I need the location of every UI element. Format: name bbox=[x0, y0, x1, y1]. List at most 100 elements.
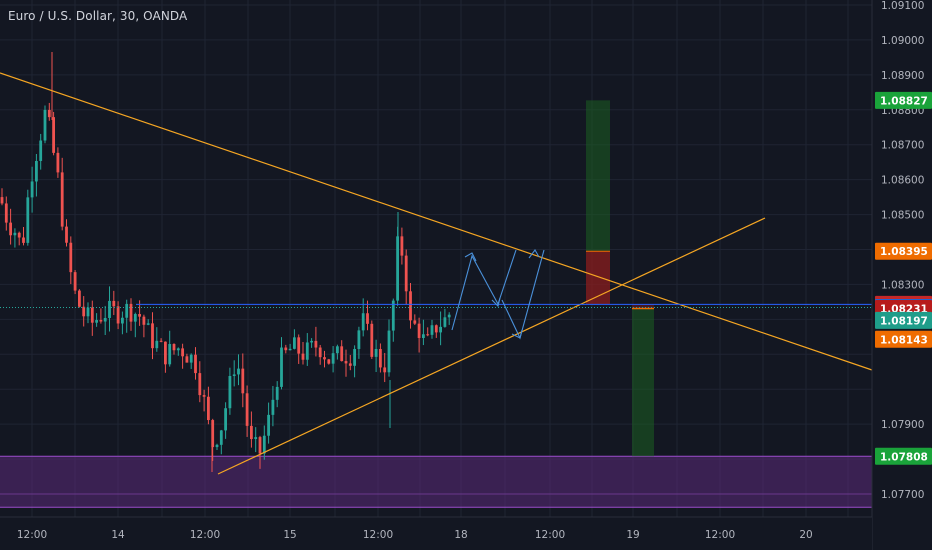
candle-body bbox=[95, 320, 98, 323]
candle-body bbox=[202, 395, 206, 397]
candle-body bbox=[331, 353, 335, 364]
candle-body bbox=[146, 323, 150, 325]
candle-body bbox=[185, 356, 189, 363]
candle-body bbox=[305, 342, 309, 360]
candle-body bbox=[271, 399, 275, 415]
price-tick-label: 1.08600 bbox=[881, 175, 924, 187]
projection-arrowhead bbox=[511, 329, 523, 339]
candle-body bbox=[35, 160, 38, 182]
candle-body bbox=[69, 242, 73, 273]
candle-body bbox=[108, 300, 111, 318]
time-tick-label: 15 bbox=[283, 529, 296, 541]
candle-body bbox=[99, 320, 103, 322]
candle-body bbox=[0, 197, 4, 204]
candle-body bbox=[310, 340, 313, 343]
candle-body bbox=[413, 320, 417, 324]
price-tick-label: 1.09100 bbox=[881, 0, 924, 12]
candle-body bbox=[219, 430, 223, 445]
candle-body bbox=[125, 303, 129, 318]
candle-body bbox=[194, 354, 197, 374]
candle-body bbox=[336, 346, 339, 354]
candle-body bbox=[301, 353, 305, 360]
candle-body bbox=[361, 313, 365, 331]
candle-body bbox=[443, 317, 447, 327]
candle-body bbox=[26, 197, 30, 243]
price-badge-label: 1.08197 bbox=[880, 315, 928, 327]
price-tick-label: 1.08300 bbox=[881, 279, 924, 291]
candle-body bbox=[176, 348, 180, 351]
candle-body bbox=[318, 347, 322, 358]
candle-body bbox=[82, 306, 86, 317]
candle-body bbox=[254, 437, 258, 440]
candle-body bbox=[439, 326, 442, 333]
time-tick-label: 19 bbox=[626, 529, 639, 541]
chart-grid bbox=[0, 0, 872, 517]
support-zone bbox=[0, 456, 872, 508]
candle-body bbox=[348, 363, 352, 366]
candle-body bbox=[250, 425, 253, 440]
candle-body bbox=[86, 307, 90, 317]
candle-body bbox=[258, 437, 262, 454]
candle-body bbox=[340, 346, 344, 362]
candle-body bbox=[155, 340, 159, 349]
candle-body bbox=[73, 272, 77, 291]
price-badge-label: 1.07808 bbox=[880, 451, 928, 463]
candle-body bbox=[159, 340, 163, 342]
time-tick-label: 20 bbox=[799, 529, 812, 541]
candle-body bbox=[121, 317, 124, 324]
candle-body bbox=[189, 354, 193, 363]
candle-body bbox=[387, 330, 391, 373]
price-badge bbox=[875, 242, 932, 260]
time-tick-label: 14 bbox=[111, 529, 125, 541]
price-badge bbox=[875, 91, 932, 109]
time-axis[interactable]: 12:00 14 12:00 15 12:00 18 12:00 19 12:00 20 bbox=[0, 516, 872, 550]
candle-body bbox=[103, 317, 107, 322]
price-badge bbox=[875, 330, 932, 348]
candle-body bbox=[47, 109, 51, 118]
ascending-trendline bbox=[217, 217, 766, 475]
candle-body bbox=[267, 414, 270, 436]
candle-body bbox=[224, 408, 227, 431]
candles bbox=[0, 52, 451, 472]
candle-body bbox=[56, 152, 60, 173]
candle-body bbox=[133, 314, 137, 322]
candle-body bbox=[4, 203, 8, 223]
candle-body bbox=[284, 347, 288, 351]
candle-body bbox=[241, 368, 245, 394]
candle-body bbox=[288, 348, 292, 351]
descending-trendline bbox=[0, 72, 873, 371]
candle-body bbox=[151, 323, 154, 349]
candle-body bbox=[129, 303, 133, 322]
chart-zones bbox=[0, 100, 872, 508]
candle-body bbox=[65, 226, 68, 243]
candle-body bbox=[112, 300, 116, 307]
candle-body bbox=[396, 236, 399, 301]
candle-body bbox=[215, 444, 219, 448]
projection-path-1 bbox=[451, 249, 517, 331]
time-tick-label: 12:00 bbox=[363, 529, 393, 541]
price-tick-label: 1.08900 bbox=[881, 70, 924, 82]
candle-body bbox=[293, 337, 296, 349]
price-axis[interactable]: 1.091001.090001.089001.088001.087001.086… bbox=[871, 0, 932, 550]
candle-body bbox=[426, 334, 430, 336]
projection-arrowhead bbox=[464, 252, 477, 262]
candle-body bbox=[262, 435, 266, 454]
short-target-box bbox=[632, 308, 654, 457]
candle-body bbox=[181, 348, 184, 357]
time-tick-label: 12:00 bbox=[705, 529, 735, 541]
candle-body bbox=[323, 357, 326, 360]
candle-body bbox=[383, 367, 387, 373]
price-tick-label: 1.07700 bbox=[881, 489, 924, 501]
candle-body bbox=[60, 172, 64, 227]
price-badge-label: 1.08827 bbox=[880, 95, 928, 107]
long-stop-box bbox=[586, 251, 610, 305]
candle-body bbox=[374, 348, 378, 357]
drawing-lines bbox=[0, 72, 873, 475]
candle-body bbox=[297, 337, 301, 354]
time-tick-label: 12:00 bbox=[535, 529, 565, 541]
price-tick-label: 1.08500 bbox=[881, 210, 924, 222]
long-target-box bbox=[586, 100, 610, 252]
candle-body bbox=[52, 117, 55, 153]
time-tick-label: 12:00 bbox=[190, 529, 220, 541]
